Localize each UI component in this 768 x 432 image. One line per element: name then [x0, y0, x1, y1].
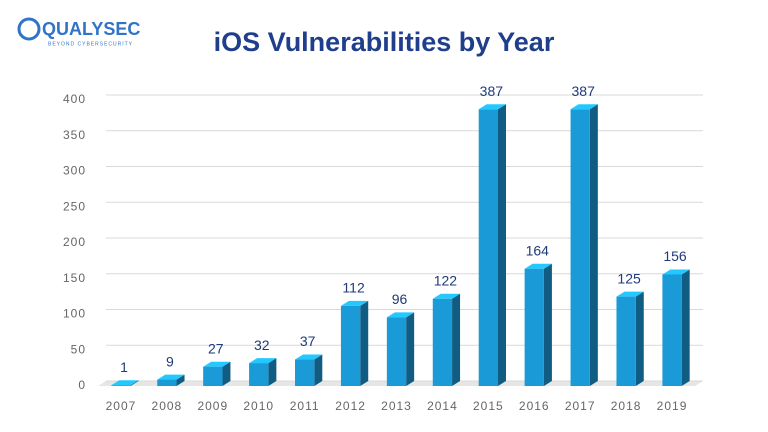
value-label: 122 — [434, 272, 458, 288]
x-tick-label: 2016 — [519, 399, 550, 413]
value-label: 9 — [166, 353, 174, 369]
x-tick-label: 2018 — [611, 399, 642, 413]
logo-icon — [17, 17, 41, 41]
bar — [111, 385, 131, 386]
x-tick-label: 2012 — [335, 399, 366, 413]
value-label: 387 — [480, 83, 504, 99]
bar-side — [130, 380, 139, 386]
bar — [295, 359, 315, 386]
x-tick-label: 2013 — [381, 399, 412, 413]
bar — [157, 379, 177, 386]
bar-side — [635, 291, 644, 386]
x-tick-label: 2017 — [565, 399, 596, 413]
x-tick-label: 2019 — [657, 399, 688, 413]
bar — [478, 109, 498, 387]
bar — [432, 298, 453, 386]
y-tick-label: 300 — [63, 164, 86, 178]
bar-top — [340, 300, 369, 306]
x-tick-label: 2011 — [290, 399, 320, 413]
bar-top — [524, 263, 552, 269]
y-tick-label: 50 — [71, 342, 86, 356]
logo-tagline: BEYOND CYBERSECURITY — [48, 41, 133, 47]
value-label: 1 — [120, 359, 128, 375]
y-tick-label: 250 — [63, 199, 86, 213]
logo: QUALYSEC BEYOND CYBERSECURITY — [17, 17, 140, 47]
chart-title: iOS Vulnerabilities by Year — [214, 27, 555, 57]
value-label: 27 — [208, 340, 224, 356]
value-label: 156 — [663, 248, 687, 264]
bar-side — [360, 300, 369, 386]
bar-side — [176, 374, 185, 386]
bar-top — [478, 104, 506, 110]
value-label: 96 — [392, 291, 408, 307]
value-label: 164 — [526, 242, 550, 258]
value-label: 387 — [572, 83, 596, 99]
y-tick-label: 400 — [63, 92, 86, 106]
bar-top — [111, 380, 139, 386]
x-tick-label: 2007 — [106, 399, 137, 413]
value-label: 112 — [342, 280, 365, 296]
bar-top — [203, 361, 231, 367]
value-label: 37 — [300, 333, 316, 349]
bar — [662, 274, 682, 386]
x-tick-label: 2014 — [427, 399, 458, 413]
bar-side — [222, 361, 231, 386]
x-tick-label: 2015 — [473, 399, 504, 413]
bar-top — [432, 293, 461, 299]
value-label: 125 — [617, 270, 641, 286]
bar — [249, 363, 269, 386]
bar-side — [497, 104, 506, 387]
value-label: 32 — [254, 337, 270, 353]
bar-top — [157, 374, 185, 380]
bar-top — [386, 312, 415, 318]
y-tick-label: 100 — [63, 307, 86, 321]
y-tick-label: 0 — [78, 378, 86, 392]
bar-side — [452, 293, 461, 386]
y-tick-label: 350 — [63, 128, 86, 142]
bar — [524, 268, 544, 386]
bar-top — [249, 358, 277, 364]
bar-side — [268, 358, 277, 386]
bar-side — [314, 354, 323, 386]
bar-top — [662, 269, 690, 275]
bar-top — [570, 104, 598, 110]
bar-top — [295, 354, 323, 360]
bar — [570, 109, 590, 387]
x-tick-label: 2010 — [243, 399, 274, 413]
y-tick-label: 150 — [63, 271, 86, 285]
bar — [616, 296, 636, 386]
bar — [386, 317, 407, 386]
y-tick-label: 200 — [63, 235, 86, 249]
x-tick-label: 2009 — [197, 399, 228, 413]
bar-side — [681, 269, 690, 386]
bar-side — [589, 104, 598, 387]
bar — [203, 366, 223, 386]
x-tick-label: 2008 — [152, 399, 183, 413]
logo-name: QUALYSEC — [42, 19, 140, 39]
bar — [340, 305, 361, 386]
bar-side — [543, 263, 552, 386]
bar-top — [616, 291, 644, 297]
bar-side — [406, 312, 415, 386]
